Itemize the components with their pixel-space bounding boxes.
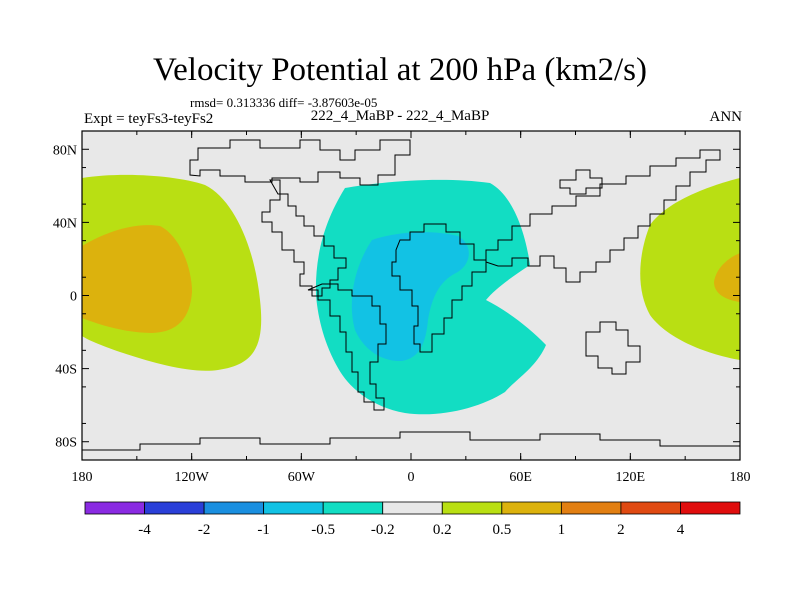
contour-fill-pos-west-core [82, 225, 192, 333]
colorbar-label: 0.5 [492, 522, 511, 538]
x-tick-label: 0 [408, 470, 415, 485]
colorbar-swatch [501, 501, 562, 515]
colorbar-label: 1 [558, 522, 566, 538]
colorbar-label: 2 [617, 522, 625, 538]
coast-asia [485, 149, 721, 283]
colorbar-label: -0.5 [311, 522, 335, 538]
colorbar-swatch [322, 501, 384, 515]
colorbar-swatch [382, 501, 443, 515]
colorbar-label: -0.2 [371, 522, 395, 538]
y-tick-label: 40N [53, 216, 77, 231]
y-tick-label: 40S [55, 363, 77, 378]
colorbar-label: 0.2 [433, 522, 452, 538]
colorbar-label: -2 [198, 522, 211, 538]
center-label: 222_4_MaBP - 222_4_MaBP [310, 108, 490, 124]
colorbar-swatch [620, 501, 681, 515]
colorbar-swatch [441, 501, 503, 515]
colorbar-label: -4 [138, 522, 151, 538]
x-tick-label: 180 [72, 470, 93, 485]
coastlines [82, 139, 740, 451]
season-label: ANN [709, 109, 743, 125]
colorbar-swatch [84, 501, 145, 515]
y-tick-label: 80S [55, 436, 77, 451]
colorbar-swatch [680, 501, 741, 515]
y-axis: 80N 40N 0 40S 80S [53, 130, 740, 461]
colorbar-swatch [560, 501, 622, 515]
x-tick-label: 180 [730, 470, 751, 485]
coast-australia [585, 321, 641, 375]
contour-fill-neg-inner [351, 232, 469, 362]
colorbar-swatch [263, 501, 324, 515]
left-label: Expt = teyFs3-teyFs2 [84, 111, 214, 127]
x-tick-label: 60E [509, 470, 532, 485]
x-tick-label: 120E [616, 470, 646, 485]
coast-arctic-islands [559, 169, 603, 195]
coast-greenland [189, 139, 411, 186]
coast-antarctica [82, 431, 740, 451]
contour-fill-pos-east-core [714, 253, 740, 302]
coast-north-america [261, 179, 347, 297]
y-tick-label: 80N [53, 143, 77, 158]
stats-line: rmsd= 0.313336 diff= -3.87603e-05 [190, 95, 378, 110]
x-tick-label: 120W [175, 470, 210, 485]
contour-fill-pos-east [640, 178, 740, 360]
colorbar-label: -1 [257, 522, 270, 538]
colorbar-swatch [144, 501, 205, 515]
colorbar: -4 -2 -1 -0.5 -0.2 0.2 0.5 1 2 4 [84, 501, 741, 538]
y-tick-label: 0 [70, 290, 77, 305]
coast-europe-africa [391, 223, 487, 353]
x-tick-label: 60W [288, 470, 316, 485]
colorbar-label: 4 [677, 522, 685, 538]
chart-title: Velocity Potential at 200 hPa (km2/s) [152, 52, 648, 88]
colorbar-swatch [203, 501, 265, 515]
coast-south-america [307, 283, 387, 411]
x-axis: 180 120W 60W 0 60E 120E 180 [72, 131, 751, 485]
